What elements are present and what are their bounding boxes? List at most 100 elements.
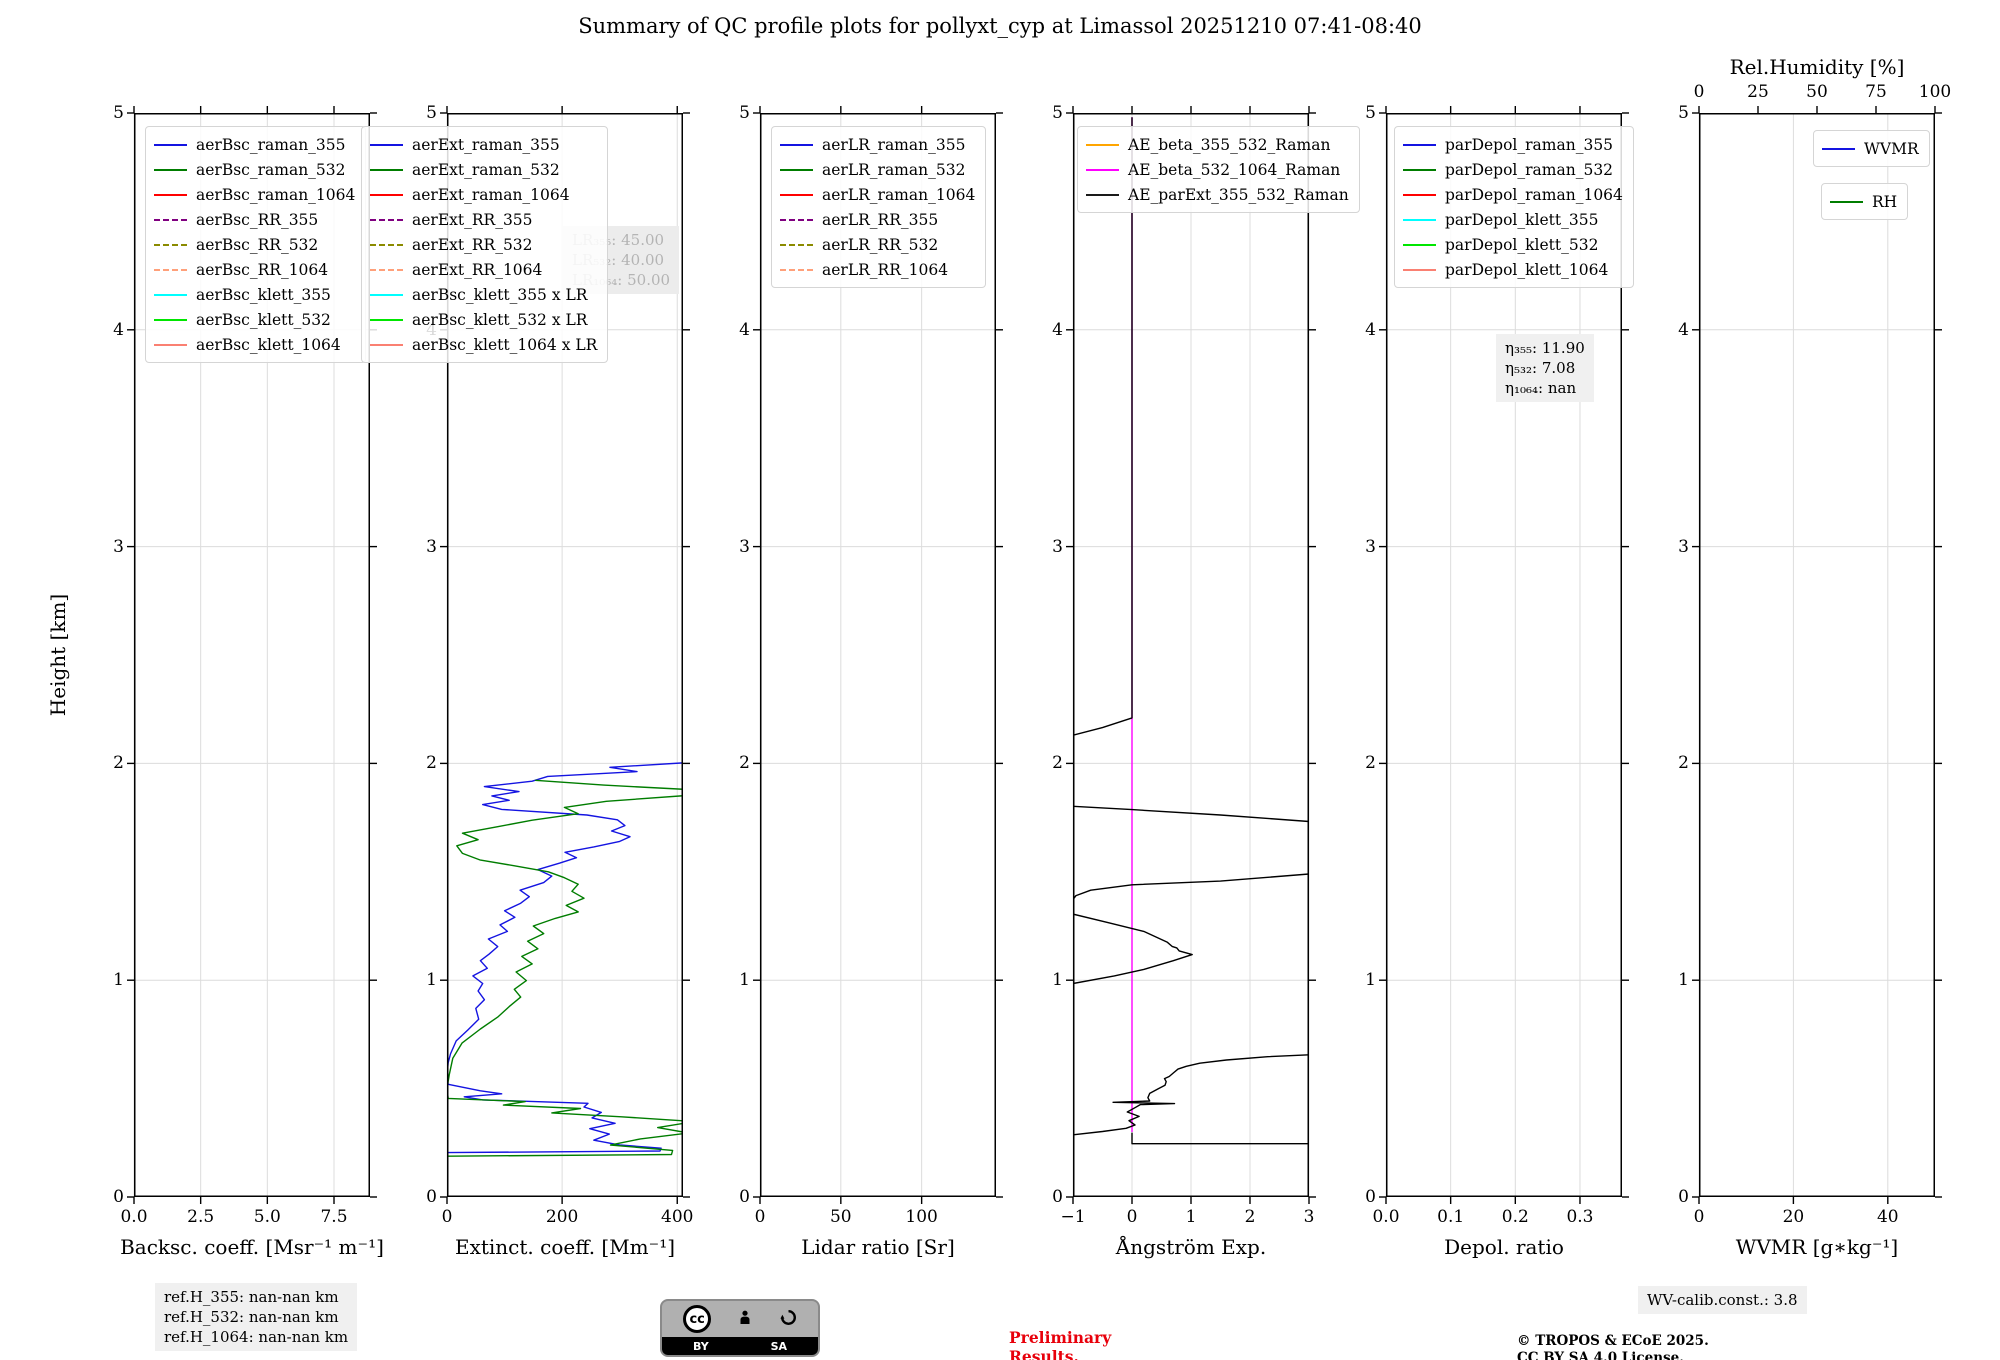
legend-item: parDepol_klett_1064 (1403, 257, 1623, 282)
y-tick-label: 1 (1678, 970, 1689, 991)
legend-line-sample (370, 343, 403, 346)
legend-label: aerLR_raman_1064 (822, 185, 976, 204)
y-tick-label: 4 (1365, 319, 1376, 340)
y-tick-label: 2 (1365, 753, 1376, 774)
share-alike-icon (780, 1309, 797, 1330)
cc-badge-icons: cc (662, 1301, 818, 1337)
x-tick-label: 0 (1693, 1207, 1705, 1227)
legend-line-sample (780, 218, 813, 221)
panel-spines (1699, 113, 1935, 1197)
legend-item: aerExt_raman_1064 (370, 182, 597, 207)
legend-label: aerExt_raman_1064 (412, 185, 570, 204)
x-tick-label: 0.3 (1566, 1207, 1594, 1227)
legend-line-sample (370, 218, 403, 221)
legend-item: parDepol_klett_355 (1403, 207, 1623, 232)
legend-label: aerLR_raman_355 (822, 135, 966, 154)
legend-item: aerBsc_raman_355 (154, 132, 355, 157)
axis-label-extinction: Extinct. coeff. [Mm⁻¹] (454, 1235, 676, 1259)
x-tick-label: 40 (1876, 1207, 1899, 1227)
y-tick-label: 4 (1678, 319, 1689, 340)
y-tick-label: 2 (1052, 753, 1063, 774)
legend-line-sample (370, 293, 403, 296)
curve-aerExt_raman_355 (447, 751, 683, 1154)
top-axis-tick-label: 25 (1747, 82, 1769, 102)
legend-item: WVMR (1822, 136, 1919, 161)
x-tick-label: 20 (1782, 1207, 1805, 1227)
legend-item: parDepol_raman_1064 (1403, 182, 1623, 207)
legend-line-sample (370, 193, 403, 196)
top-axis-tick-label: 50 (1806, 82, 1828, 102)
legend-backscatter: aerBsc_raman_355 aerBsc_raman_532 aerBsc_r… (145, 126, 367, 363)
y-tick-label: 4 (1052, 319, 1063, 340)
legend-item: aerLR_raman_355 (780, 132, 975, 157)
legend-item: parDepol_klett_532 (1403, 232, 1623, 257)
x-tick-label: 3 (1303, 1207, 1315, 1227)
y-tick-label: 0 (1365, 1187, 1376, 1207)
top-axis-tick-label: 100 (1918, 82, 1952, 102)
panel-depol (1379, 106, 1629, 1204)
wv-calibration-value: WV-calib.const.: 3.8 (1647, 1291, 1798, 1309)
y-tick-label: 3 (739, 536, 750, 557)
legend-item: aerLR_raman_532 (780, 157, 975, 182)
legend-item: aerLR_raman_1064 (780, 182, 975, 207)
panel-wvmr (1692, 106, 1942, 1204)
y-tick-label: 5 (1678, 103, 1689, 123)
x-tick-label: 100 (905, 1207, 938, 1227)
attribution-person-icon (737, 1309, 753, 1329)
legend-label: aerExt_RR_532 (412, 235, 533, 254)
legend-label: parDepol_raman_355 (1445, 135, 1614, 154)
axis-label-depol: Depol. ratio (1444, 1235, 1564, 1259)
y-tick-label: 2 (113, 753, 124, 774)
copyright-line-2: CC BY SA 4.0 License. (1517, 1350, 1684, 1360)
legend-label: aerBsc_RR_355 (196, 210, 319, 229)
legend-line-sample (780, 268, 813, 271)
legend-item: aerBsc_RR_355 (154, 207, 355, 232)
axis-label-angstrom: Ångström Exp. (1115, 1235, 1267, 1259)
legend-label: parDepol_klett_532 (1445, 235, 1599, 254)
legend-item: aerLR_RR_355 (780, 207, 975, 232)
legend-line-sample (370, 268, 403, 271)
legend-line-sample (154, 168, 187, 171)
curve-AE_parExt_355_532_Raman (1073, 913, 1193, 985)
y-tick-label: 1 (739, 970, 750, 991)
legend-item: aerBsc_klett_1064 (154, 332, 355, 357)
x-tick-label: 400 (661, 1207, 694, 1227)
annotation-line: η₃₅₅: 11.90 (1505, 339, 1585, 357)
y-tick-label: 1 (426, 970, 437, 991)
legend-label: parDepol_klett_1064 (1445, 260, 1609, 279)
y-tick-label: 2 (426, 753, 437, 774)
panel-spines (134, 113, 370, 1197)
x-tick-label: 0 (441, 1207, 453, 1227)
curve-AE_parExt_355_532_Raman (1073, 117, 1133, 736)
legend-line-sample (154, 318, 187, 321)
x-tick-label: 50 (829, 1207, 852, 1227)
legend-line-sample (780, 168, 813, 171)
x-tick-label: 1 (1185, 1207, 1197, 1227)
legend-label: aerBsc_RR_532 (196, 235, 319, 254)
legend-line-sample (154, 193, 187, 196)
x-tick-label: 0 (1126, 1207, 1138, 1227)
legend-wvmr-0: WVMR (1813, 130, 1930, 167)
x-tick-label: 0.2 (1501, 1207, 1529, 1227)
panel-lidar-ratio (753, 106, 1003, 1204)
legend-line-sample (1830, 200, 1863, 203)
legend-item: RH (1830, 189, 1897, 214)
ref-h-532: ref.H_532: nan-nan km (164, 1308, 339, 1326)
legend-line-sample (370, 318, 403, 321)
y-tick-label: 5 (426, 103, 437, 123)
copyright-line-1: © TROPOS & ECoE 2025. (1517, 1333, 1709, 1349)
legend-item: aerBsc_klett_532 x LR (370, 307, 597, 332)
legend-line-sample (780, 193, 813, 196)
legend-label: WVMR (1864, 139, 1919, 158)
legend-item: AE_parExt_355_532_Raman (1086, 182, 1349, 207)
y-tick-label: 1 (1365, 970, 1376, 991)
cc-icon: cc (683, 1305, 712, 1333)
x-tick-label: 0 (754, 1207, 766, 1227)
cc-badge-band: BY SA (662, 1337, 818, 1355)
x-tick-label: 0.1 (1437, 1207, 1465, 1227)
legend-item: aerBsc_klett_355 x LR (370, 282, 597, 307)
legend-line-sample (154, 343, 187, 346)
axis-label-lidar-ratio: Lidar ratio [Sr] (801, 1235, 955, 1259)
legend-label: aerExt_RR_355 (412, 210, 533, 229)
legend-item: aerExt_raman_355 (370, 132, 597, 157)
